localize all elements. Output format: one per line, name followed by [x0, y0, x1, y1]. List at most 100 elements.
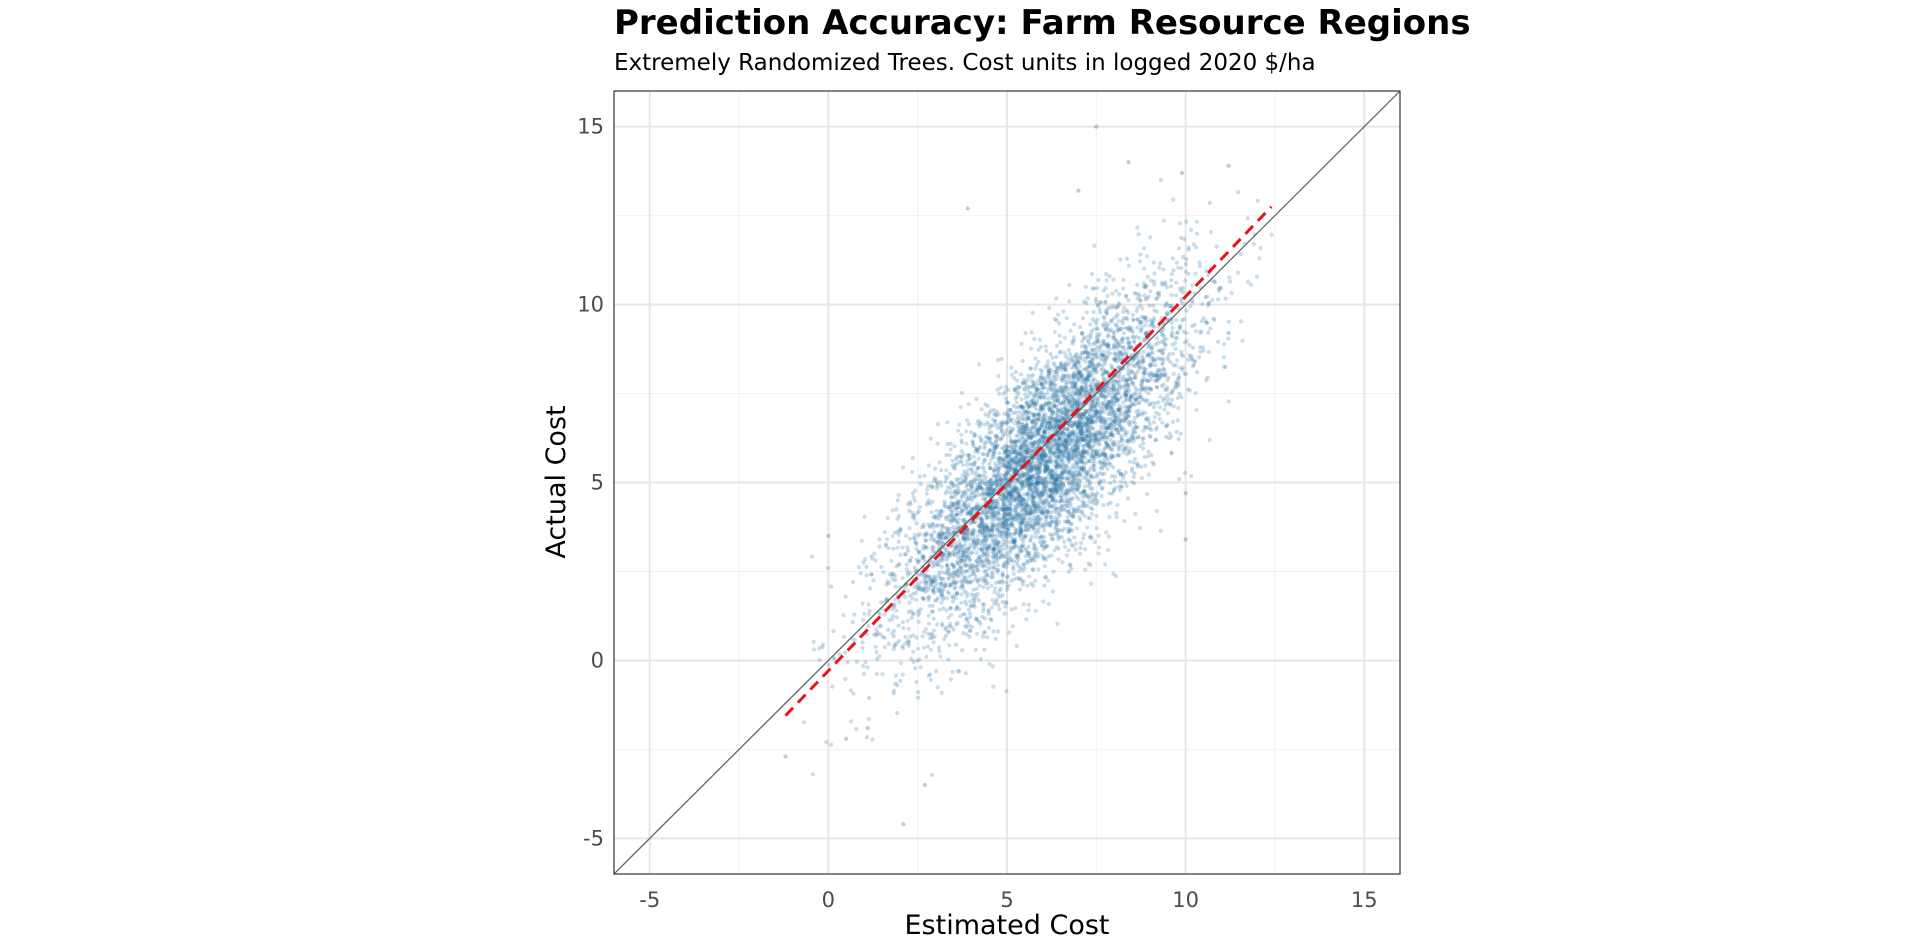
scatter-point [1075, 360, 1081, 365]
scatter-point [1055, 473, 1060, 478]
scatter-point [1139, 354, 1144, 359]
scatter-point [872, 551, 877, 556]
scatter-point [958, 558, 963, 563]
scatter-point [1038, 459, 1043, 464]
scatter-point [1128, 436, 1134, 442]
scatter-point [1048, 490, 1053, 495]
scatter-point [1009, 365, 1014, 370]
scatter-point [873, 558, 878, 563]
scatter-point [1094, 409, 1100, 414]
scatter-point [1085, 378, 1090, 383]
scatter-point [1040, 534, 1045, 539]
scatter-point [1089, 494, 1094, 499]
scatter-point [932, 591, 937, 596]
scatter-point [991, 510, 996, 515]
scatter-point [1003, 473, 1008, 478]
scatter-point [991, 448, 996, 454]
scatter-point [1081, 389, 1086, 394]
scatter-point [1084, 366, 1089, 371]
scatter-point [1059, 389, 1064, 394]
scatter-point [893, 681, 898, 686]
scatter-point [1227, 275, 1232, 280]
scatter-point [1116, 408, 1121, 413]
scatter-point [1070, 438, 1076, 444]
scatter-point [1001, 495, 1007, 500]
scatter-point [1085, 389, 1090, 394]
scatter-point [964, 580, 969, 585]
scatter-point [1047, 371, 1052, 376]
scatter-point [1014, 559, 1020, 564]
scatter-point [1072, 381, 1077, 387]
scatter-point [1169, 293, 1174, 298]
scatter-point [1096, 402, 1101, 407]
scatter-point [906, 609, 911, 615]
scatter-point [962, 612, 968, 617]
scatter-point [937, 558, 942, 564]
scatter-point [1112, 439, 1117, 444]
scatter-point [984, 486, 990, 491]
chart-title: Prediction Accuracy: Farm Resource Regio… [614, 3, 1471, 43]
scatter-point [1035, 521, 1040, 526]
scatter-point [1004, 530, 1009, 536]
scatter-point [1148, 374, 1153, 379]
scatter-point [954, 622, 959, 627]
scatter-point [1020, 422, 1025, 427]
scatter-point [961, 535, 966, 540]
scatter-point [1123, 348, 1128, 353]
scatter-point [1088, 364, 1093, 369]
scatter-point [958, 504, 963, 509]
scatter-point [1068, 498, 1073, 503]
scatter-point [1024, 617, 1029, 622]
scatter-point [897, 528, 903, 534]
scatter-point [925, 531, 930, 537]
scatter-point [993, 586, 998, 591]
scatter-point [967, 511, 973, 516]
scatter-point [1084, 450, 1090, 455]
scatter-point [1050, 498, 1055, 503]
scatter-point [987, 506, 992, 511]
scatter-point [1019, 397, 1024, 402]
scatter-point [1058, 410, 1063, 415]
scatter-point [1069, 420, 1074, 425]
scatter-point [1226, 399, 1231, 404]
scatter-point [1221, 342, 1227, 347]
scatter-point [1043, 476, 1048, 481]
scatter-point [1047, 381, 1052, 386]
scatter-point [932, 529, 937, 535]
scatter-point [1151, 356, 1156, 361]
scatter-point [914, 679, 919, 685]
scatter-point [1115, 305, 1120, 310]
scatter-point [1085, 433, 1090, 438]
scatter-point [1178, 286, 1183, 291]
scatter-point [970, 439, 975, 444]
scatter-point [1026, 477, 1031, 483]
scatter-point [1186, 357, 1191, 362]
scatter-point [903, 552, 909, 557]
scatter-point [1032, 412, 1037, 418]
scatter-point [1011, 426, 1016, 431]
scatter-point [1003, 522, 1008, 528]
scatter-point [992, 565, 997, 570]
scatter-point [991, 488, 996, 493]
scatter-point [944, 563, 950, 568]
scatter-point [867, 695, 872, 701]
scatter-point [982, 440, 987, 446]
scatter-point [1067, 481, 1072, 486]
scatter-point [1031, 465, 1037, 470]
scatter-point [903, 634, 908, 640]
scatter-point [947, 643, 952, 648]
scatter-point [944, 633, 949, 638]
scatter-point [1042, 505, 1048, 510]
scatter-point [1014, 462, 1019, 467]
scatter-point [969, 532, 974, 538]
scatter-point [1098, 431, 1103, 436]
scatter-point [1050, 474, 1055, 479]
scatter-point [1130, 363, 1135, 368]
scatter-point [926, 483, 931, 488]
scatter-point [924, 654, 929, 659]
scatter-point [1000, 507, 1005, 512]
scatter-point [1197, 264, 1202, 269]
scatter-point [923, 538, 928, 543]
scatter-point [1057, 418, 1063, 423]
scatter-point [1004, 551, 1009, 556]
